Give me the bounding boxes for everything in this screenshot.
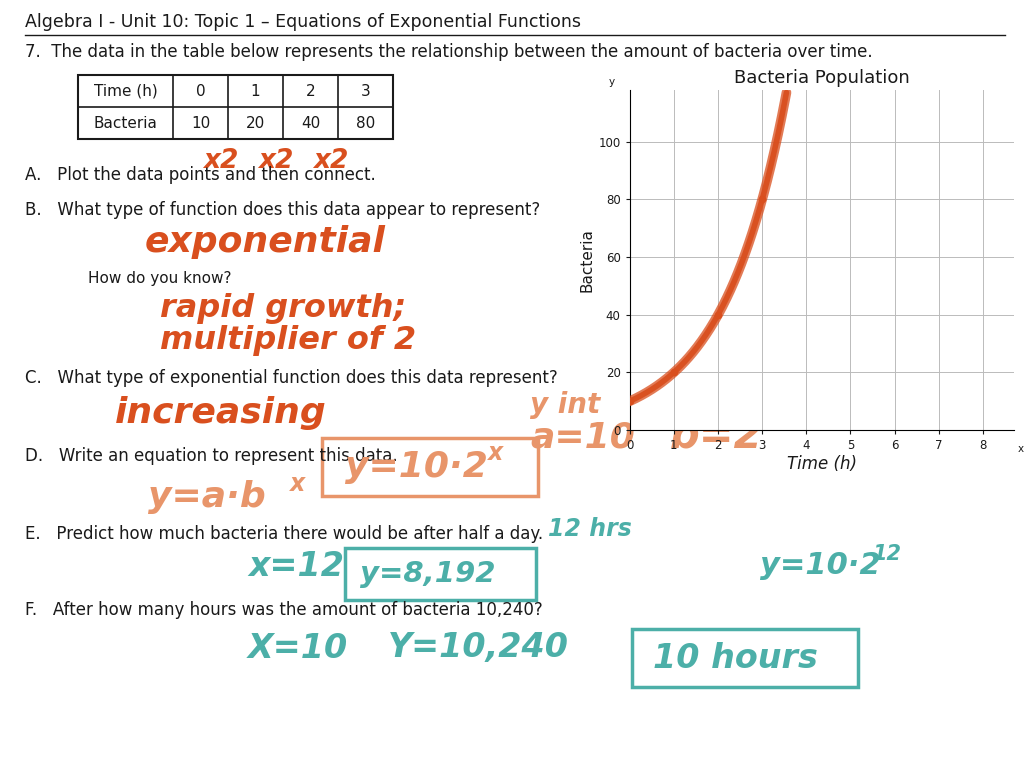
Text: multiplier: multiplier: [760, 383, 928, 412]
Text: C.   What type of exponential function does this data represent?: C. What type of exponential function doe…: [25, 369, 558, 387]
Text: 20: 20: [246, 115, 265, 131]
Text: 0: 0: [196, 84, 206, 98]
Text: Time (h): Time (h): [93, 84, 158, 98]
Text: X=10: X=10: [248, 631, 348, 664]
Text: 3: 3: [360, 84, 371, 98]
X-axis label: Time (h): Time (h): [786, 455, 857, 473]
Text: B.   What type of function does this data appear to represent?: B. What type of function does this data …: [25, 201, 541, 219]
Text: 7.  The data in the table below represents the relationship between the amount o: 7. The data in the table below represent…: [25, 43, 872, 61]
Text: x: x: [488, 441, 503, 465]
Text: 12 hrs: 12 hrs: [548, 517, 632, 541]
Text: D.   Write an equation to represent this data.: D. Write an equation to represent this d…: [25, 447, 397, 465]
Text: exponential: exponential: [145, 225, 386, 259]
Text: 12: 12: [872, 544, 901, 564]
Text: 10 hours: 10 hours: [653, 641, 818, 674]
Text: 1: 1: [251, 84, 260, 98]
Title: Bacteria Population: Bacteria Population: [734, 69, 909, 87]
Y-axis label: Bacteria: Bacteria: [580, 228, 594, 292]
Text: a=10: a=10: [530, 421, 635, 455]
Text: x=12: x=12: [248, 551, 344, 584]
Text: x: x: [1018, 444, 1024, 454]
Bar: [78, 75, 393, 139]
Text: x2: x2: [203, 148, 239, 174]
Text: 40: 40: [301, 115, 321, 131]
Text: y=10·2: y=10·2: [345, 450, 487, 484]
Text: A.   Plot the data points and then connect.: A. Plot the data points and then connect…: [25, 166, 376, 184]
Text: y=a·b: y=a·b: [148, 480, 266, 514]
Text: Algebra I - Unit 10: Topic 1 – Equations of Exponential Functions: Algebra I - Unit 10: Topic 1 – Equations…: [25, 13, 581, 31]
Text: multiplier of 2: multiplier of 2: [160, 325, 416, 356]
Text: 2: 2: [306, 84, 315, 98]
Text: Bacteria: Bacteria: [93, 115, 158, 131]
Text: y int: y int: [530, 391, 600, 419]
Text: rapid growth;: rapid growth;: [160, 293, 407, 323]
Text: x2: x2: [258, 148, 293, 174]
Text: y=10·2: y=10·2: [760, 551, 881, 581]
Text: b=2: b=2: [670, 414, 764, 456]
Text: y=8,192: y=8,192: [360, 560, 496, 588]
Text: x2: x2: [312, 148, 348, 174]
Text: F.   After how many hours was the amount of bacteria 10,240?: F. After how many hours was the amount o…: [25, 601, 543, 619]
Text: How do you know?: How do you know?: [88, 270, 231, 286]
Text: E.   Predict how much bacteria there would be after half a day.: E. Predict how much bacteria there would…: [25, 525, 543, 543]
Text: x: x: [290, 472, 305, 496]
Text: 80: 80: [356, 115, 375, 131]
Text: increasing: increasing: [115, 396, 327, 430]
Text: 10: 10: [190, 115, 210, 131]
Text: y: y: [608, 77, 614, 87]
Text: Y=10,240: Y=10,240: [388, 631, 569, 664]
